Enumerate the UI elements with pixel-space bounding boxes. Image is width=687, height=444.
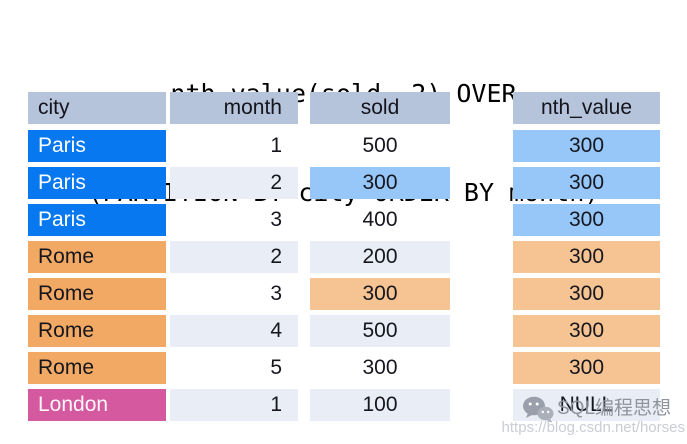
cell-nth-value: NULL [513, 389, 660, 421]
result-table: city month sold nth_value Paris 1 500 30… [28, 92, 660, 426]
table-row: Paris 3 400 300 [28, 204, 660, 236]
table-row: Rome 2 200 300 [28, 241, 660, 273]
cell-month: 3 [270, 282, 282, 305]
table-row: London 1 100 NULL [28, 389, 660, 421]
cell-nth-value: 300 [513, 130, 660, 162]
table-row: Rome 5 300 300 [28, 352, 660, 384]
cell-city: London [28, 389, 166, 421]
cell-city: Rome [28, 278, 166, 310]
cell-month: 2 [170, 241, 298, 273]
cell-nth-value: 300 [513, 352, 660, 384]
cell-nth-value: 300 [513, 167, 660, 199]
header-nth-value: nth_value [513, 92, 660, 124]
table-row: Rome 3 300 300 [28, 278, 660, 310]
cell-nth-value: 300 [513, 315, 660, 347]
cell-sold: 300 [362, 356, 398, 379]
cell-city: Rome [28, 315, 166, 347]
cell-month: 1 [170, 389, 298, 421]
cell-sold: 500 [362, 134, 398, 157]
header-month: month [170, 92, 298, 124]
cell-sold: 300 [310, 167, 450, 199]
cell-nth-value: 300 [513, 204, 660, 236]
cell-month: 4 [170, 315, 298, 347]
table-row: Paris 2 300 300 [28, 167, 660, 199]
cell-month: 2 [170, 167, 298, 199]
cell-city: Rome [28, 352, 166, 384]
cell-nth-value: 300 [513, 278, 660, 310]
cell-city: Paris [28, 167, 166, 199]
header-city: city [28, 92, 166, 124]
cell-sold: 100 [310, 389, 450, 421]
cell-sold: 300 [310, 278, 450, 310]
table-row: Rome 4 500 300 [28, 315, 660, 347]
table-row: Paris 1 500 300 [28, 130, 660, 162]
cell-sold: 400 [362, 208, 398, 231]
header-sold: sold [310, 92, 450, 124]
cell-sold: 200 [310, 241, 450, 273]
cell-city: Paris [28, 204, 166, 236]
cell-nth-value: 300 [513, 241, 660, 273]
cell-month: 1 [270, 134, 282, 157]
cell-month: 5 [270, 356, 282, 379]
cell-sold: 500 [310, 315, 450, 347]
cell-city: Rome [28, 241, 166, 273]
cell-city: Paris [28, 130, 166, 162]
header-row: city month sold nth_value [28, 92, 660, 124]
cell-month: 3 [270, 208, 282, 231]
